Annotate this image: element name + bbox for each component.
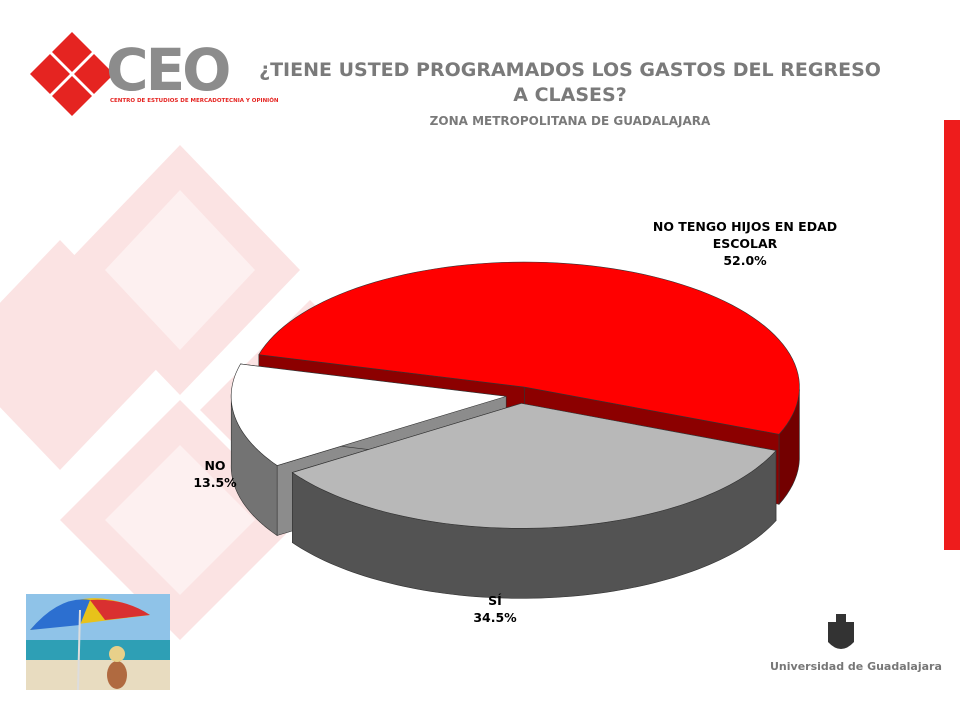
chart-subtitle: ZONA METROPOLITANA DE GUADALAJARA: [429, 114, 711, 128]
slice-label: NO TENGO HIJOS EN EDAD ESCOLAR 52.0%: [640, 218, 850, 269]
side-bar: [944, 120, 960, 550]
logo-mark: [30, 32, 114, 116]
slice: [291, 403, 777, 529]
slice-label: SÍ 34.5%: [440, 592, 550, 626]
slice: [230, 363, 507, 466]
slice-label: NO 13.5%: [160, 457, 270, 491]
value-label: 13.5%: [193, 475, 237, 490]
value-label: 52.0%: [723, 253, 767, 268]
logo-text: CEO: [106, 36, 231, 104]
university-crest: [828, 614, 854, 649]
chart-title: ¿TIENE USTED PROGRAMADOS LOS GASTOS DEL …: [259, 59, 881, 106]
value-label: 34.5%: [473, 610, 517, 625]
category-label: NO: [204, 458, 226, 473]
logo-subtitle: CENTRO DE ESTUDIOS DE MERCADOTECNIA Y OP…: [110, 98, 279, 104]
beach-photo: [26, 594, 170, 691]
category-label: SÍ: [488, 593, 502, 608]
university-name: Universidad de Guadalajara: [770, 660, 942, 673]
category-label: NO TENGO HIJOS EN EDAD ESCOLAR: [652, 219, 838, 251]
slice: [258, 261, 800, 435]
